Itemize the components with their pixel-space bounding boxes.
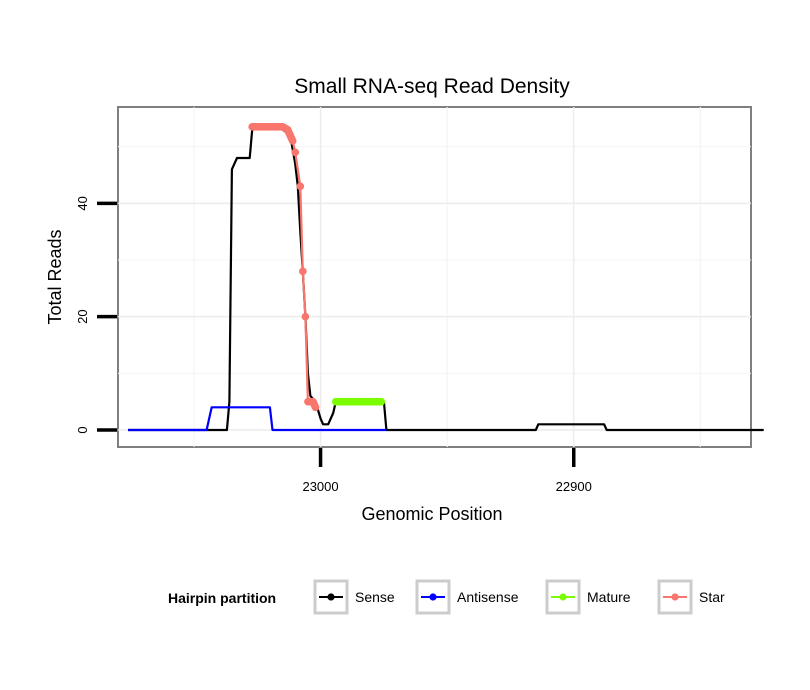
legend-key-dot — [671, 593, 679, 601]
legend-title: Hairpin partition — [168, 590, 276, 606]
legend-item-antisense: Antisense — [415, 579, 519, 615]
legend-item-mature: Mature — [545, 579, 631, 615]
legend-item-sense: Sense — [313, 579, 395, 615]
x-tick-label-22900: 22900 — [556, 479, 592, 494]
grid-minor — [118, 107, 751, 447]
legend-label-sense: Sense — [355, 589, 395, 605]
y-tick-label-0: 0 — [75, 426, 90, 433]
x-axis: 23000 22900 — [302, 448, 592, 494]
y-axis-label: Total Reads — [45, 229, 65, 324]
data-point-star — [296, 182, 305, 191]
legend-label-antisense: Antisense — [457, 589, 519, 605]
y-tick-label-20: 20 — [75, 309, 90, 323]
data-point-star — [299, 267, 307, 276]
legend-key-dot — [429, 593, 437, 601]
data-point-star — [301, 312, 310, 321]
legend-key-dot — [327, 593, 335, 601]
data-point-star — [288, 137, 297, 145]
data-point-mature — [377, 397, 386, 406]
x-tick-label-23000: 23000 — [302, 479, 338, 494]
y-tick-label-40: 40 — [75, 196, 90, 210]
plot-panel — [117, 106, 752, 448]
legend-key-dot — [559, 593, 567, 601]
data-point-star — [311, 403, 320, 412]
x-axis-label: Genomic Position — [361, 504, 502, 524]
legend-label-mature: Mature — [587, 589, 631, 605]
legend-label-star: Star — [699, 589, 725, 605]
y-axis: 0 20 40 — [75, 196, 117, 434]
series-points — [248, 123, 386, 412]
data-point-star — [291, 148, 300, 157]
legend-item-star: Star — [657, 579, 725, 615]
series-line-antisense — [128, 406, 387, 432]
chart-title: Small RNA-seq Read Density — [294, 75, 570, 98]
legend: Hairpin partition Sense Antisense Mature St… — [168, 579, 725, 615]
